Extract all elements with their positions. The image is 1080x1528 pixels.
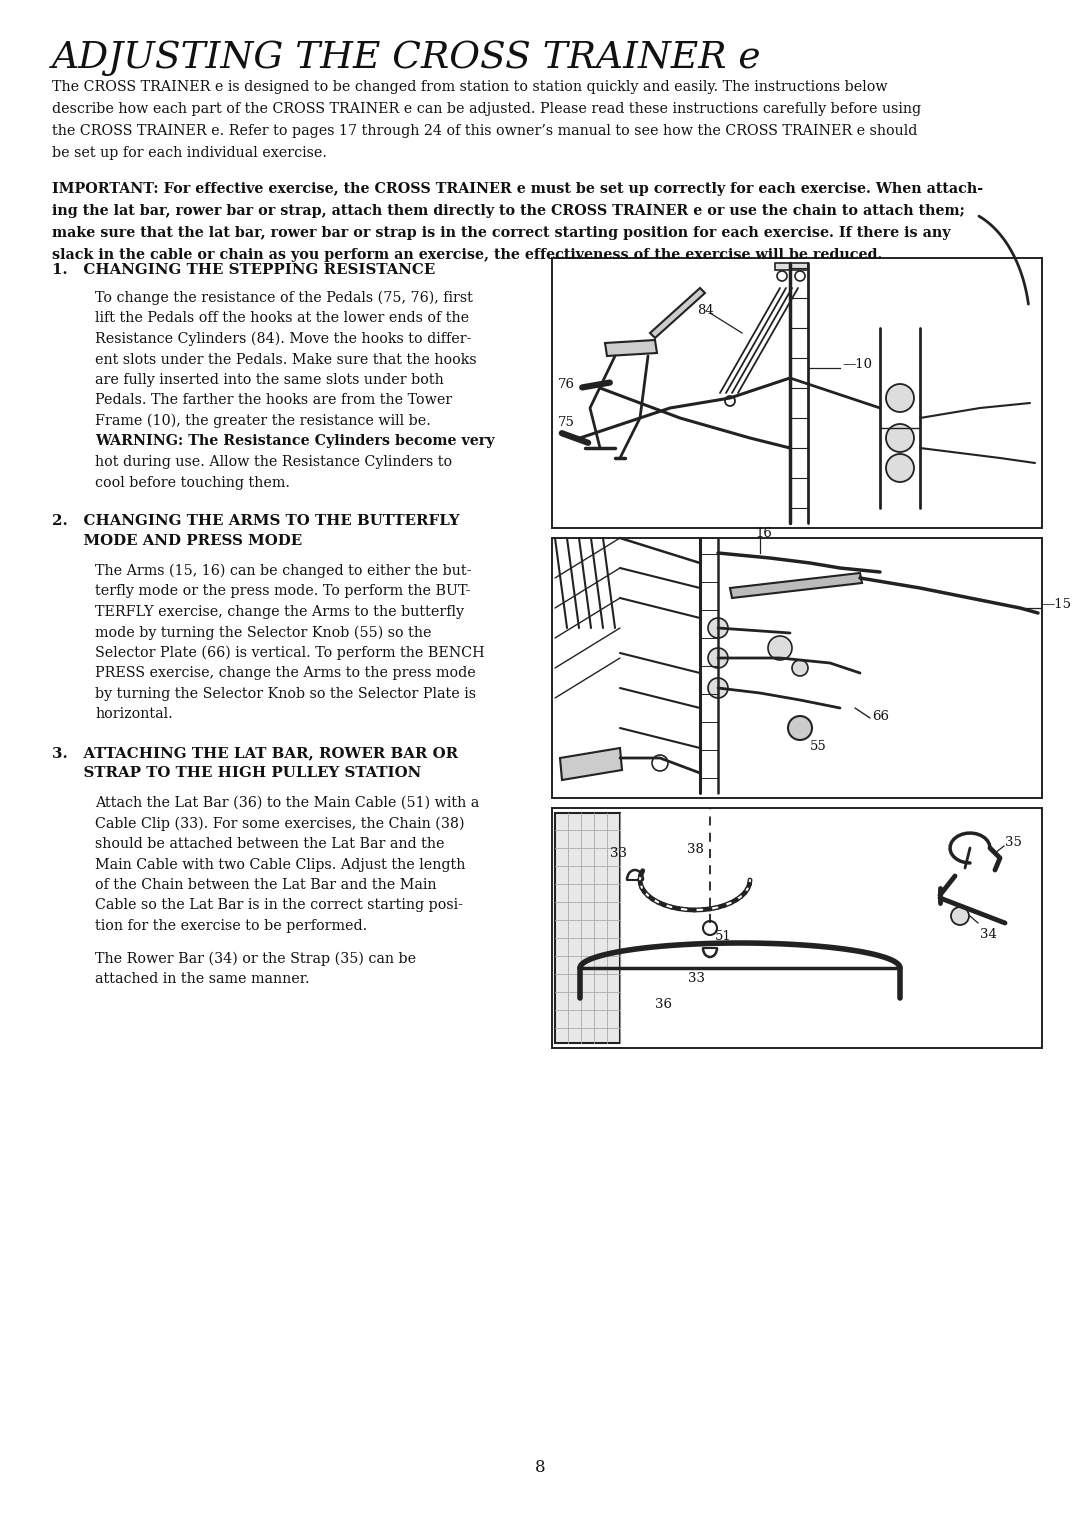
Circle shape <box>708 678 728 698</box>
Text: 75: 75 <box>558 417 575 429</box>
Circle shape <box>725 396 735 406</box>
Circle shape <box>652 755 669 772</box>
Polygon shape <box>775 263 808 270</box>
Polygon shape <box>605 341 657 356</box>
Text: 33: 33 <box>610 847 627 860</box>
Circle shape <box>792 660 808 675</box>
Circle shape <box>886 454 914 481</box>
Text: Frame (10), the greater the resistance will be.: Frame (10), the greater the resistance w… <box>95 414 431 428</box>
Text: Selector Plate (66) is vertical. To perform the BENCH: Selector Plate (66) is vertical. To perf… <box>95 646 485 660</box>
Text: slack in the cable or chain as you perform an exercise, the effectiveness of the: slack in the cable or chain as you perfo… <box>52 248 882 261</box>
Text: 8: 8 <box>535 1459 545 1476</box>
Circle shape <box>703 921 717 935</box>
Polygon shape <box>730 573 862 597</box>
Text: ADJUSTING THE CROSS TRAINER e: ADJUSTING THE CROSS TRAINER e <box>52 40 761 76</box>
Text: 38: 38 <box>687 843 703 856</box>
Text: by turning the Selector Knob so the Selector Plate is: by turning the Selector Knob so the Sele… <box>95 688 476 701</box>
Text: tion for the exercise to be performed.: tion for the exercise to be performed. <box>95 918 367 934</box>
Text: should be attached between the Lat Bar and the: should be attached between the Lat Bar a… <box>95 837 445 851</box>
Text: Pedals. The farther the hooks are from the Tower: Pedals. The farther the hooks are from t… <box>95 394 453 408</box>
Text: 36: 36 <box>654 998 672 1012</box>
Circle shape <box>886 384 914 413</box>
Text: horizontal.: horizontal. <box>95 707 173 721</box>
Text: ing the lat bar, rower bar or strap, attach them directly to the CROSS TRAINER e: ing the lat bar, rower bar or strap, att… <box>52 205 964 219</box>
Text: —10: —10 <box>842 359 872 371</box>
Text: Resistance Cylinders (84). Move the hooks to differ-: Resistance Cylinders (84). Move the hook… <box>95 332 472 347</box>
Text: terfly mode or the press mode. To perform the BUT-: terfly mode or the press mode. To perfor… <box>95 585 471 599</box>
Text: To change the resistance of the Pedals (75, 76), first: To change the resistance of the Pedals (… <box>95 290 473 306</box>
Text: —15: —15 <box>1041 599 1071 611</box>
Text: the CROSS TRAINER e. Refer to pages 17 through 24 of this owner’s manual to see : the CROSS TRAINER e. Refer to pages 17 t… <box>52 124 917 138</box>
Circle shape <box>951 908 969 924</box>
Text: describe how each part of the CROSS TRAINER e can be adjusted. Please read these: describe how each part of the CROSS TRAI… <box>52 102 921 116</box>
Circle shape <box>708 648 728 668</box>
Text: STRAP TO THE HIGH PULLEY STATION: STRAP TO THE HIGH PULLEY STATION <box>52 766 421 779</box>
Text: TERFLY exercise, change the Arms to the butterfly: TERFLY exercise, change the Arms to the … <box>95 605 464 619</box>
Circle shape <box>777 270 787 281</box>
Text: cool before touching them.: cool before touching them. <box>95 475 291 489</box>
Text: 34: 34 <box>980 927 997 941</box>
Text: attached in the same manner.: attached in the same manner. <box>95 972 310 986</box>
Circle shape <box>768 636 792 660</box>
Text: 16: 16 <box>755 527 772 539</box>
Text: 76: 76 <box>558 379 575 391</box>
Text: lift the Pedals off the hooks at the lower ends of the: lift the Pedals off the hooks at the low… <box>95 312 469 325</box>
Text: make sure that the lat bar, rower bar or strap is in the correct starting positi: make sure that the lat bar, rower bar or… <box>52 226 950 240</box>
Polygon shape <box>650 287 705 338</box>
Text: ent slots under the Pedals. Make sure that the hooks: ent slots under the Pedals. Make sure th… <box>95 353 476 367</box>
Text: 35: 35 <box>1005 836 1022 850</box>
Text: Cable Clip (33). For some exercises, the Chain (38): Cable Clip (33). For some exercises, the… <box>95 816 464 831</box>
Text: be set up for each individual exercise.: be set up for each individual exercise. <box>52 147 327 160</box>
Text: PRESS exercise, change the Arms to the press mode: PRESS exercise, change the Arms to the p… <box>95 666 476 680</box>
Text: The Arms (15, 16) can be changed to either the but-: The Arms (15, 16) can be changed to eith… <box>95 564 472 579</box>
Text: 3.   ATTACHING THE LAT BAR, ROWER BAR OR: 3. ATTACHING THE LAT BAR, ROWER BAR OR <box>52 746 458 759</box>
Text: Main Cable with two Cable Clips. Adjust the length: Main Cable with two Cable Clips. Adjust … <box>95 857 465 871</box>
Text: The Rower Bar (34) or the Strap (35) can be: The Rower Bar (34) or the Strap (35) can… <box>95 952 416 966</box>
Circle shape <box>795 270 805 281</box>
Text: mode by turning the Selector Knob (55) so the: mode by turning the Selector Knob (55) s… <box>95 625 432 640</box>
Circle shape <box>788 717 812 740</box>
Text: 84: 84 <box>697 304 714 316</box>
Circle shape <box>708 617 728 639</box>
Text: are fully inserted into the same slots under both: are fully inserted into the same slots u… <box>95 373 444 387</box>
Text: 66: 66 <box>872 709 889 723</box>
Text: WARNING: The Resistance Cylinders become very: WARNING: The Resistance Cylinders become… <box>95 434 495 449</box>
Text: hot during use. Allow the Resistance Cylinders to: hot during use. Allow the Resistance Cyl… <box>95 455 453 469</box>
Text: IMPORTANT: For effective exercise, the CROSS TRAINER e must be set up correctly : IMPORTANT: For effective exercise, the C… <box>52 182 983 196</box>
Text: MODE AND PRESS MODE: MODE AND PRESS MODE <box>52 533 302 549</box>
Text: 2.   CHANGING THE ARMS TO THE BUTTERFLY: 2. CHANGING THE ARMS TO THE BUTTERFLY <box>52 513 460 529</box>
Text: Attach the Lat Bar (36) to the Main Cable (51) with a: Attach the Lat Bar (36) to the Main Cabl… <box>95 796 480 810</box>
Bar <box>555 813 620 1044</box>
Text: 33: 33 <box>688 972 705 986</box>
Polygon shape <box>561 749 622 779</box>
Circle shape <box>886 423 914 452</box>
Text: Cable so the Lat Bar is in the correct starting posi-: Cable so the Lat Bar is in the correct s… <box>95 898 463 912</box>
Text: The CROSS TRAINER e is designed to be changed from station to station quickly an: The CROSS TRAINER e is designed to be ch… <box>52 79 888 95</box>
Text: 51: 51 <box>715 931 732 943</box>
Text: of the Chain between the Lat Bar and the Main: of the Chain between the Lat Bar and the… <box>95 879 436 892</box>
Text: 55: 55 <box>810 740 827 753</box>
Text: 1.   CHANGING THE STEPPING RESISTANCE: 1. CHANGING THE STEPPING RESISTANCE <box>52 263 435 277</box>
